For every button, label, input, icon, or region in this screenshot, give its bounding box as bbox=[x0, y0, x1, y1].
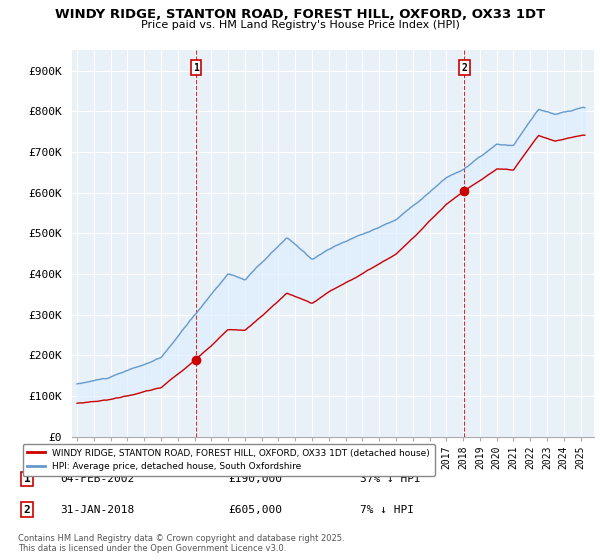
Text: 1: 1 bbox=[23, 474, 31, 484]
Text: 2: 2 bbox=[461, 63, 467, 73]
Text: 1: 1 bbox=[193, 63, 199, 73]
Text: Price paid vs. HM Land Registry's House Price Index (HPI): Price paid vs. HM Land Registry's House … bbox=[140, 20, 460, 30]
Text: 2: 2 bbox=[23, 505, 31, 515]
Text: 37% ↓ HPI: 37% ↓ HPI bbox=[360, 474, 421, 484]
Text: WINDY RIDGE, STANTON ROAD, FOREST HILL, OXFORD, OX33 1DT: WINDY RIDGE, STANTON ROAD, FOREST HILL, … bbox=[55, 8, 545, 21]
Text: 31-JAN-2018: 31-JAN-2018 bbox=[60, 505, 134, 515]
Text: Contains HM Land Registry data © Crown copyright and database right 2025.
This d: Contains HM Land Registry data © Crown c… bbox=[18, 534, 344, 553]
Text: 7% ↓ HPI: 7% ↓ HPI bbox=[360, 505, 414, 515]
Text: £190,000: £190,000 bbox=[228, 474, 282, 484]
Text: £605,000: £605,000 bbox=[228, 505, 282, 515]
Text: 04-FEB-2002: 04-FEB-2002 bbox=[60, 474, 134, 484]
Legend: WINDY RIDGE, STANTON ROAD, FOREST HILL, OXFORD, OX33 1DT (detached house), HPI: : WINDY RIDGE, STANTON ROAD, FOREST HILL, … bbox=[23, 444, 434, 475]
